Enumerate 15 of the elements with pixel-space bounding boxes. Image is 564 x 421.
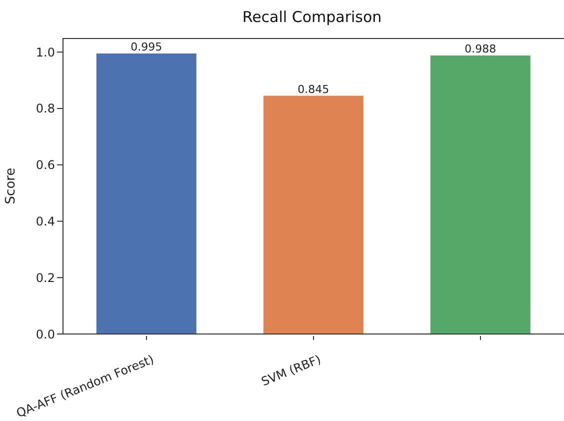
x-tick-label: SVM (RBF) xyxy=(259,352,323,389)
data-label: 0.845 xyxy=(298,82,330,96)
data-label: 0.988 xyxy=(464,42,496,56)
y-tick-label: 0.8 xyxy=(36,102,55,116)
y-tick-label: 0.0 xyxy=(36,327,55,342)
y-tick-label: 0.2 xyxy=(36,270,55,285)
bar xyxy=(96,54,196,334)
y-axis-title: Score xyxy=(4,168,19,204)
y-tick-label: 1.0 xyxy=(36,45,55,60)
data-label: 0.995 xyxy=(130,40,162,54)
bar xyxy=(263,96,364,334)
y-tick-label: 0.6 xyxy=(36,158,55,172)
y-tick-label: 0.4 xyxy=(36,214,55,228)
chart-title: Recall Comparison xyxy=(241,8,383,26)
bar xyxy=(430,55,530,334)
